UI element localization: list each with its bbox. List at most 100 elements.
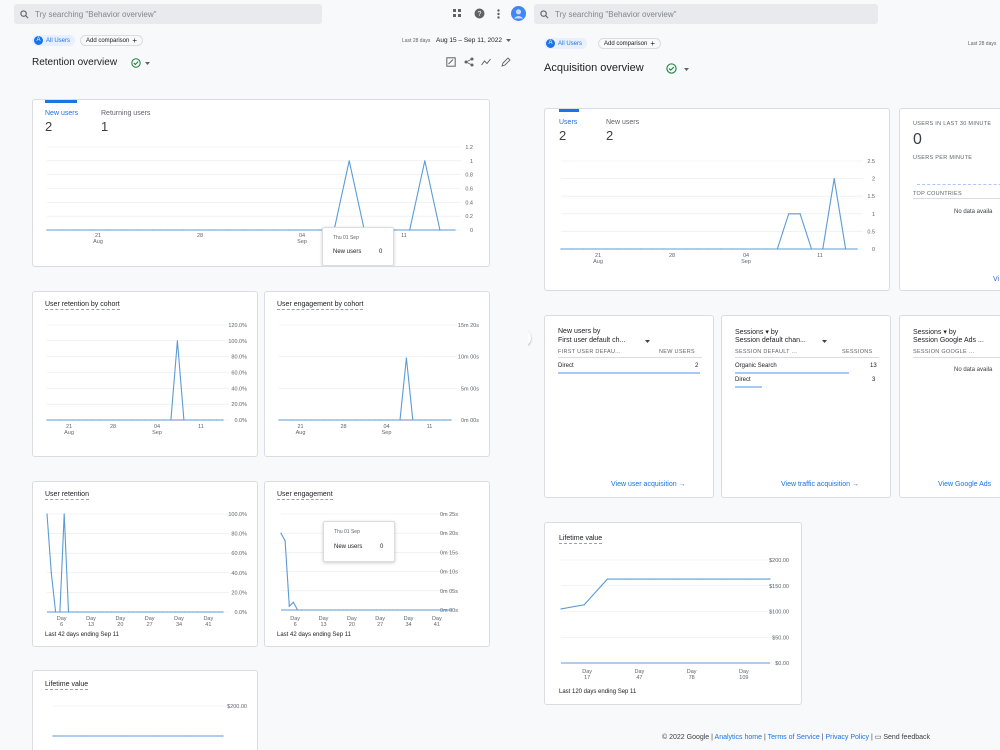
data-point [61, 229, 63, 231]
insights-icon[interactable] [481, 57, 491, 67]
data-point [92, 419, 94, 421]
data-point [78, 419, 81, 421]
view-google-ads-link[interactable]: View Google Ads [938, 481, 992, 488]
series-line [279, 357, 451, 421]
x-tick-label: 21 [297, 424, 303, 430]
caret-down-icon: ▾ [765, 329, 769, 336]
y-tick-label: 0m 00s [461, 418, 479, 424]
x-tick-label: 04 [299, 233, 305, 239]
data-point [145, 611, 147, 613]
y-tick-label: $50.00 [772, 635, 789, 641]
y-tick-label: 20.0% [231, 590, 247, 596]
send-feedback-button[interactable]: ▭ Send feedback [875, 734, 930, 741]
data-point [166, 611, 168, 613]
user-retention-chart: 100.0%80.0%60.0%40.0%20.0%0.0%Day6Day13D… [46, 512, 247, 628]
y-tick-label: 0.8 [465, 173, 473, 179]
data-point [583, 604, 585, 606]
customize-report-icon[interactable] [446, 57, 456, 67]
all-users-chip[interactable]: A All Users [32, 35, 76, 46]
dimension-selector[interactable]: Session Google Ads ... [913, 337, 984, 344]
account-avatar-icon[interactable] [511, 6, 526, 21]
metric-selector[interactable]: Sessions ▾ by [913, 328, 956, 336]
y-tick-label: 1 [470, 159, 473, 165]
x-tick-label: Day [290, 616, 300, 622]
x-tick-sublabel: 34 [176, 622, 182, 628]
data-point [373, 419, 376, 421]
card-title[interactable]: User engagement [277, 491, 333, 500]
more-vert-icon[interactable] [497, 9, 500, 19]
tooltip-date: Thu 01 Sep [333, 235, 359, 241]
data-point [86, 735, 88, 737]
x-tick-sublabel: Aug [593, 259, 603, 265]
dimension-selector[interactable]: Session default chan... [735, 337, 806, 344]
date-dropdown-icon[interactable] [506, 39, 511, 42]
y-tick-label: $0.00 [775, 661, 789, 667]
retention-overview-pane: Try searching "Behavior overview" ? A Al… [14, 4, 526, 750]
data-point [284, 419, 286, 421]
retention-by-cohort-card: User retention by cohort 120.0% 100.0% 80.… [32, 291, 258, 457]
add-comparison-button[interactable]: Add comparison + [598, 38, 662, 49]
check-circle-icon [666, 63, 677, 74]
share-icon[interactable] [464, 57, 474, 67]
row-label: Direct [735, 377, 751, 383]
card-title[interactable]: User engagement by cohort [277, 301, 364, 310]
x-tick-sublabel: 27 [147, 622, 153, 628]
data-point [776, 248, 778, 250]
search-bar[interactable]: Try searching "Behavior overview" [14, 4, 322, 24]
x-tick-label: Day [145, 616, 155, 622]
dimension-dropdown-icon[interactable] [822, 340, 827, 343]
view-realtime-link[interactable]: Vi [993, 276, 1000, 283]
data-point [72, 419, 74, 421]
data-point [653, 578, 655, 580]
add-comparison-label: Add comparison [86, 37, 130, 44]
data-point [640, 248, 642, 250]
title-dropdown-icon[interactable] [684, 68, 689, 71]
data-point [131, 419, 133, 421]
view-user-acquisition-link[interactable]: View user acquisition → [611, 481, 686, 488]
dimension-selector[interactable]: First user default ch... [558, 337, 626, 344]
data-point [257, 229, 260, 231]
data-point [400, 609, 402, 611]
data-point [437, 419, 439, 421]
data-point [137, 229, 139, 231]
all-users-chip[interactable]: A All Users [544, 38, 588, 49]
card-title[interactable]: Lifetime value [559, 535, 603, 544]
top-countries-label: TOP COUNTRIES [913, 191, 962, 197]
x-tick-sublabel: 13 [88, 622, 94, 628]
x-tick-sublabel: Sep [152, 430, 162, 436]
x-tick-label: Day [319, 616, 329, 622]
feedback-bubble-button[interactable] [528, 330, 531, 346]
view-traffic-acquisition-link[interactable]: View traffic acquisition → [781, 481, 859, 488]
tooltip-date: Thu 01 Sep [334, 529, 360, 535]
date-range-selector[interactable]: Aug 15 – Sep 11, 2022 [436, 37, 503, 44]
add-comparison-button[interactable]: Add comparison + [80, 35, 144, 46]
help-icon[interactable]: ? [474, 8, 485, 19]
analytics-home-link[interactable]: Analytics home [714, 734, 762, 741]
y-tick-label: 1.5 [867, 194, 875, 200]
search-bar[interactable]: Try searching "Behavior overview" [534, 4, 878, 24]
metric-selector[interactable]: Sessions ▾ by [735, 328, 778, 336]
dimension-dropdown-icon[interactable] [645, 340, 650, 343]
privacy-link[interactable]: Privacy Policy [825, 734, 870, 741]
apps-grid-icon[interactable] [453, 9, 462, 18]
data-point [170, 611, 173, 613]
data-point [46, 229, 48, 231]
title-dropdown-icon[interactable] [145, 62, 150, 65]
data-point [321, 609, 324, 611]
card-title[interactable]: Lifetime value [45, 681, 89, 690]
card-title[interactable]: User retention [45, 491, 89, 500]
terms-link[interactable]: Terms of Service [767, 734, 820, 741]
data-point [205, 611, 207, 613]
y-tick-label: $200.00 [769, 558, 789, 564]
data-point [218, 611, 220, 613]
all-users-label: All Users [558, 40, 583, 47]
x-tick-label: Day [687, 669, 697, 675]
data-point [342, 609, 344, 611]
data-point [183, 419, 185, 421]
data-point [140, 611, 143, 613]
x-tick-label: Day [203, 616, 213, 622]
row-bar [735, 386, 762, 388]
card-title[interactable]: User retention by cohort [45, 301, 120, 310]
edit-pencil-icon[interactable] [501, 57, 511, 67]
